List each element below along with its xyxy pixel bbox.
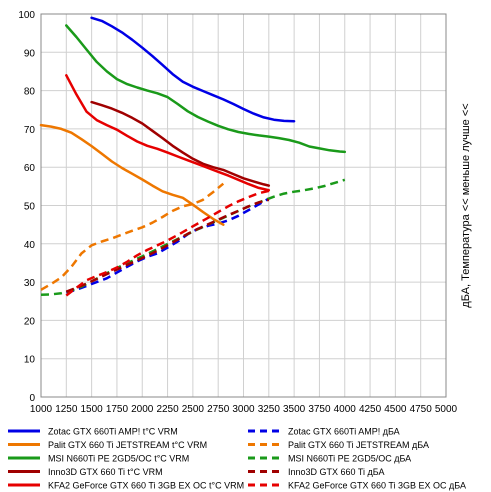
x-tick-label: 1750 — [106, 404, 129, 415]
legend-label-2: Palit GTX 660 Ti JETSTREAM t°C VRM — [48, 440, 207, 450]
series-line-1 — [65, 197, 270, 294]
series-line-4 — [65, 24, 347, 154]
y-tick-label: 100 — [18, 10, 35, 21]
series-line-3 — [40, 182, 225, 291]
x-tick-label: 2250 — [156, 404, 179, 415]
legend-label-8: KFA2 GeForce GTX 660 Ti 3GB EX OC t°C VR… — [48, 481, 244, 491]
legend-label-1: Zotac GTX 660Ti AMP! дБА — [288, 427, 400, 437]
legend-label-9: KFA2 GeForce GTX 660 Ti 3GB EX OC дБА — [288, 481, 466, 491]
y-tick-label: 60 — [24, 163, 36, 174]
series-lines — [39, 16, 347, 297]
series-line-0 — [90, 16, 296, 123]
legend-label-3: Palit GTX 660 Ti JETSTREAM дБА — [288, 440, 429, 450]
x-tick-label: 4000 — [334, 404, 357, 415]
legend-label-0: Zotac GTX 660Ti AMP! t°C VRM — [48, 427, 178, 437]
y-tick-labels: 0 10 20 30 40 50 60 70 80 90 100 — [18, 10, 35, 404]
series-line-7 — [65, 198, 270, 293]
x-tick-label: 4750 — [410, 404, 433, 415]
series-line-6 — [90, 100, 271, 187]
y-tick-label: 30 — [24, 278, 36, 289]
x-tick-label: 3750 — [308, 404, 331, 415]
x-tick-label: 1000 — [30, 404, 53, 415]
series-line-9 — [65, 189, 270, 297]
x-tick-label: 2000 — [131, 404, 154, 415]
y-tick-label: 20 — [24, 316, 36, 327]
x-tick-label: 4250 — [359, 404, 382, 415]
y-tick-label: 0 — [29, 393, 35, 404]
y-tick-label: 80 — [24, 87, 36, 98]
y-tick-label: 10 — [24, 355, 36, 366]
y-axis-label: дБА, Температура << меньше лучше << — [460, 103, 472, 307]
plot-area-frame — [40, 13, 447, 398]
y-tick-label: 50 — [24, 202, 36, 213]
legend-label-4: MSI N660Ti PE 2GD5/OC t°C VRM — [48, 454, 189, 464]
series-line-8 — [65, 74, 271, 192]
x-tick-label: 3500 — [283, 404, 306, 415]
y-tick-label: 90 — [24, 48, 36, 59]
legend-label-6: Inno3D GTX 660 Ti t°C VRM — [48, 467, 163, 477]
legend: Zotac GTX 660Ti AMP! t°C VRM Zotac GTX 66… — [8, 427, 466, 491]
legend-label-5: MSI N660Ti PE 2GD5/OC дБА — [288, 454, 411, 464]
x-tick-label: 3250 — [258, 404, 281, 415]
x-tick-label: 4500 — [384, 404, 407, 415]
x-tick-label: 2750 — [207, 404, 230, 415]
x-tick-labels: 1000 1250 1500 1750 2000 2250 2500 2750 3000 3250… — [30, 404, 458, 415]
x-tick-label: 1250 — [55, 404, 78, 415]
y-tick-label: 70 — [24, 125, 36, 136]
x-tick-label: 2500 — [182, 404, 205, 415]
legend-label-7: Inno3D GTX 660 Ti дБА — [288, 467, 385, 477]
x-tick-label: 1500 — [81, 404, 104, 415]
series-line-2 — [39, 123, 225, 226]
grid-lines — [40, 13, 447, 398]
x-tick-label: 3000 — [232, 404, 255, 415]
x-tick-label: 5000 — [435, 404, 458, 415]
y-tick-label: 40 — [24, 240, 36, 251]
